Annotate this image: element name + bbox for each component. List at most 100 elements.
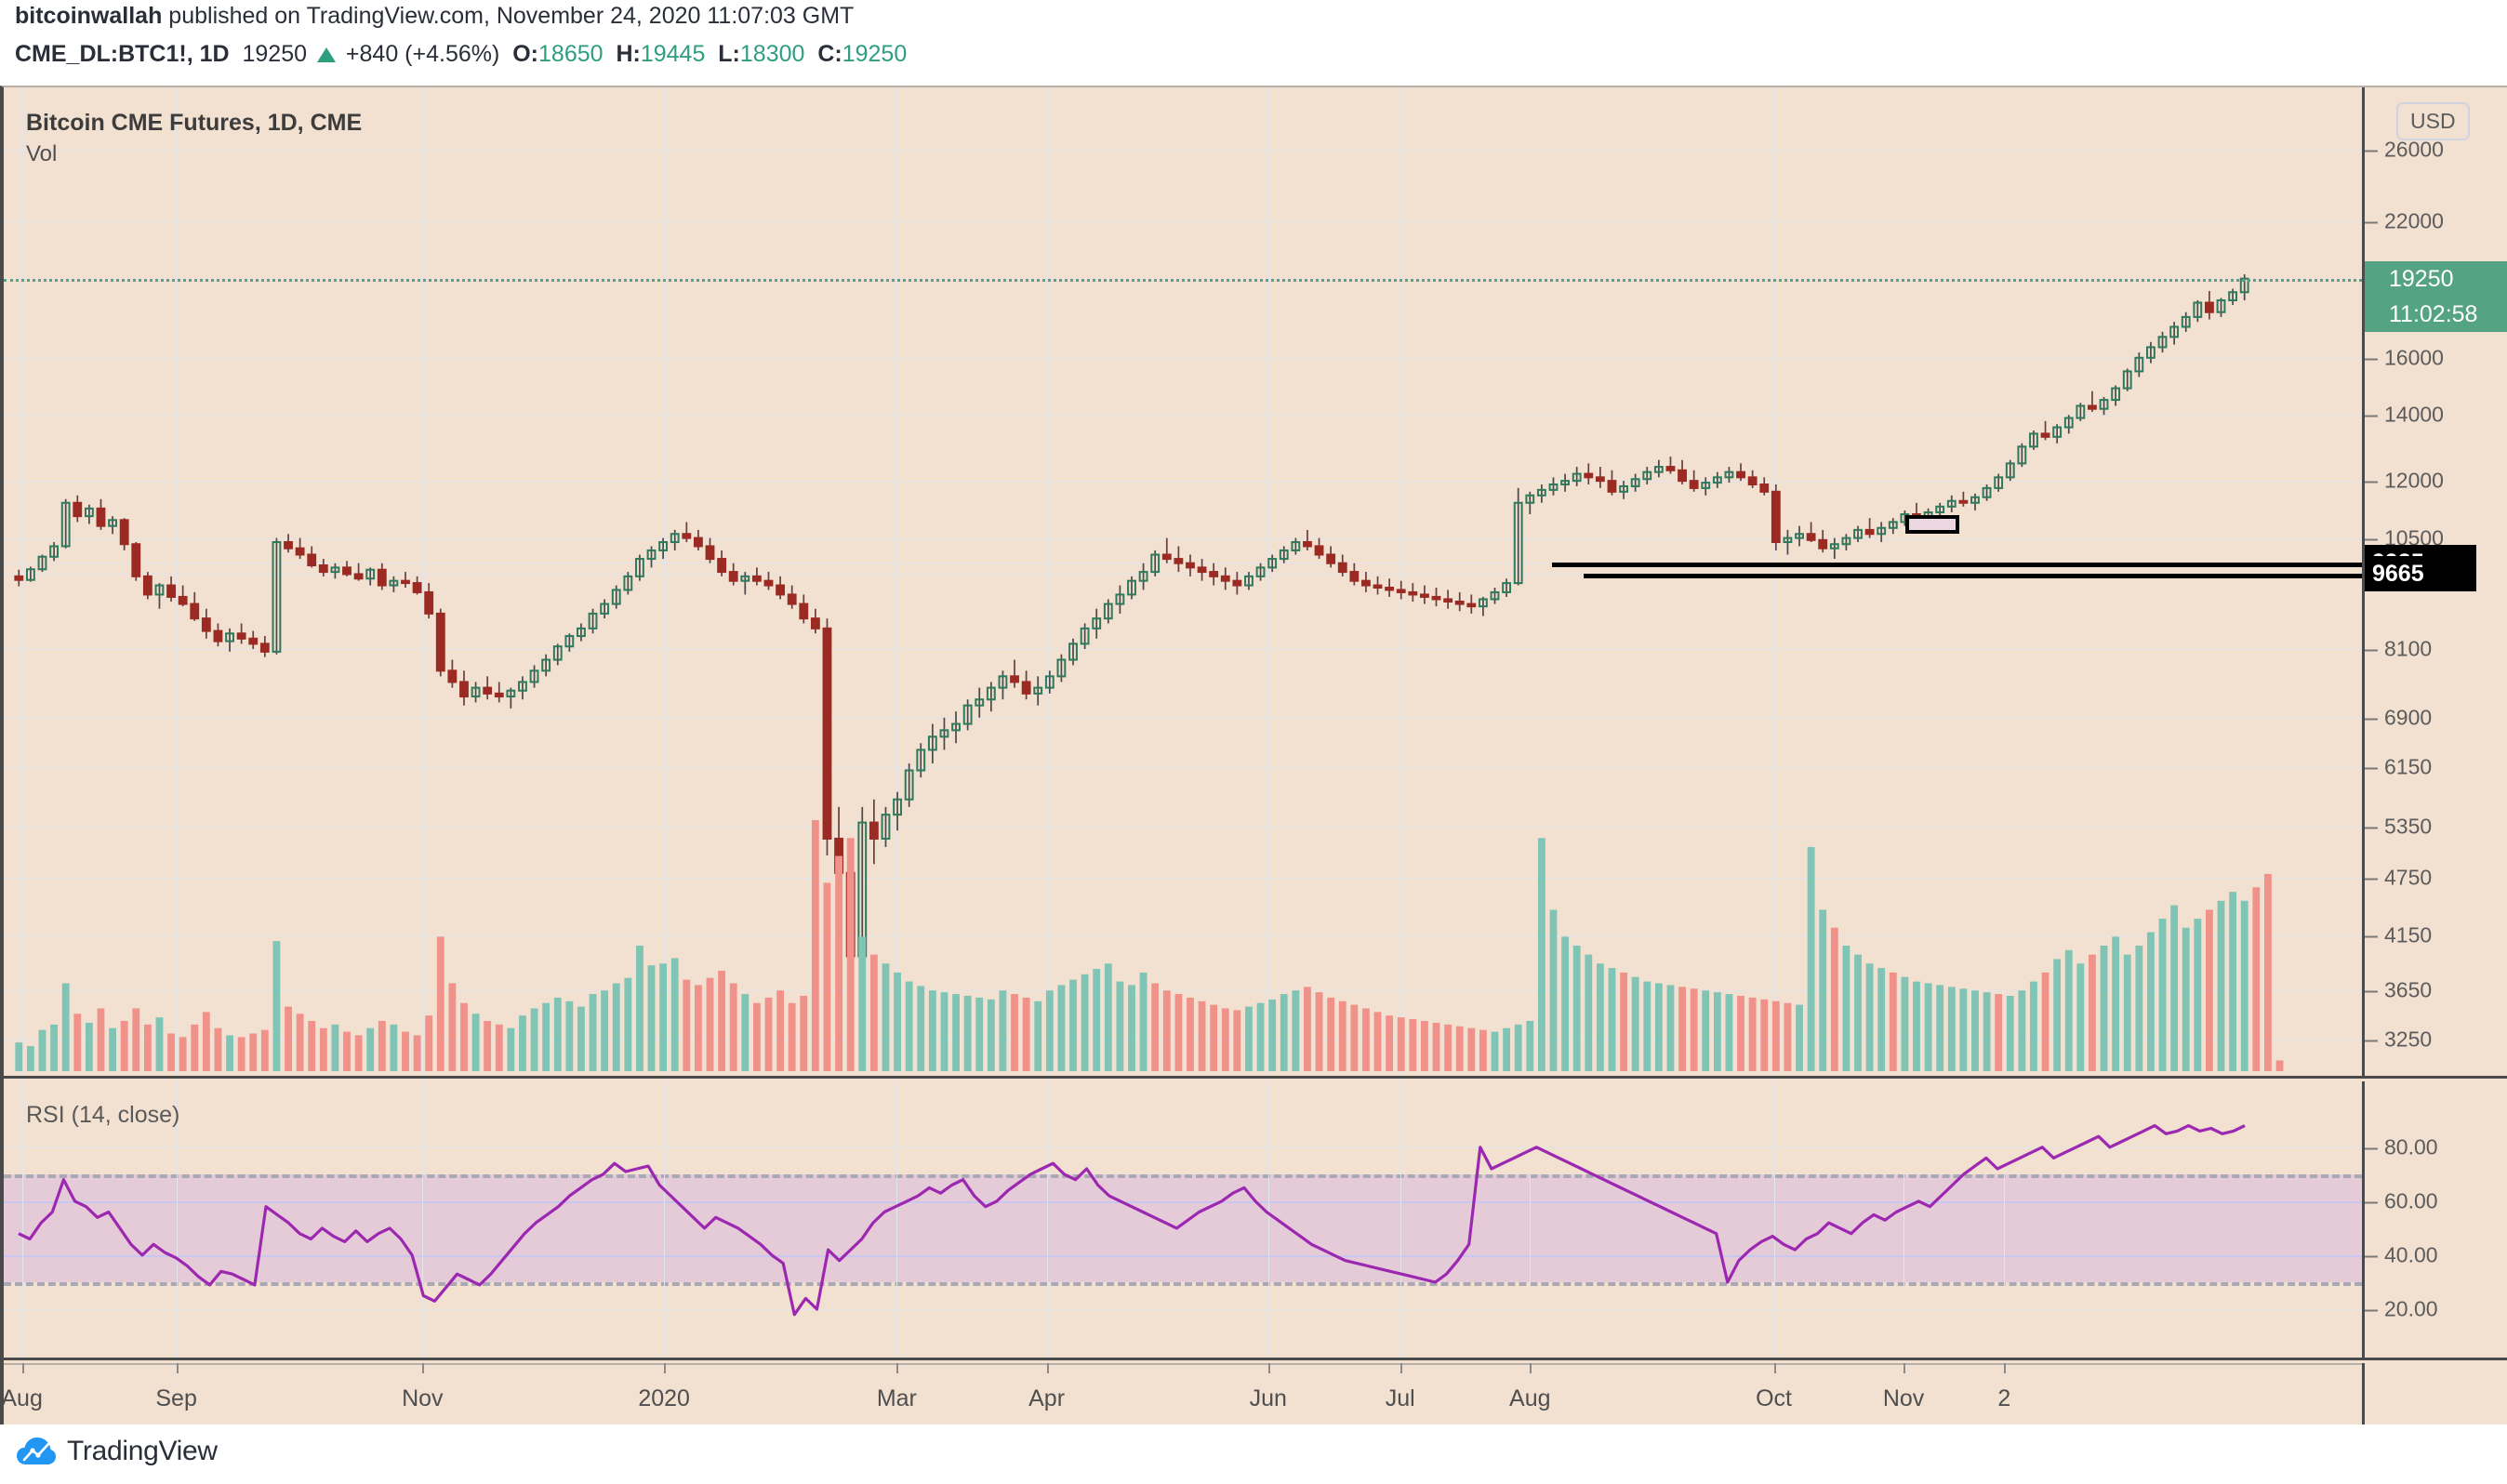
gridline-vertical [422,1081,424,1358]
rsi-tick-label: 40.00 [2384,1242,2438,1267]
rsi-line-series [18,1123,2246,1317]
price-tick-label: 16000 [2384,345,2444,370]
time-tick [896,1363,899,1373]
gridline-vertical [1046,87,1048,1076]
price-tick: 22000 [2365,209,2444,234]
gridline-vertical [1773,1081,1775,1358]
gridline [4,826,2362,828]
rsi-tick-label: 80.00 [2384,1134,2438,1159]
gridline [4,415,2362,417]
gridline-vertical [2004,87,2006,1076]
price-tick-label: 22000 [2384,208,2444,233]
price-change: +840 (+4.56%) [345,41,500,67]
rsi-tick-label: 60.00 [2384,1188,2438,1213]
time-tick-label: Aug [1509,1385,1551,1411]
time-tick-label: Sep [155,1385,197,1411]
gridline-vertical [21,1081,23,1358]
time-tick-label: Aug [1,1385,43,1411]
current-price-line [4,278,2362,282]
time-tick [1267,1363,1270,1373]
gridline-vertical [1903,87,1905,1076]
high-value: 19445 [640,41,706,67]
time-tick-label: Mar [876,1385,917,1411]
close-value: 19250 [842,41,908,67]
price-tick: 4150 [2365,922,2432,947]
price-pane[interactable]: Bitcoin CME Futures, 1D, CME Vol USD 260… [4,87,2507,1079]
rsi-tick: 40.00 [2365,1242,2438,1267]
gridline [4,877,2362,879]
time-tick-label: Jul [1385,1385,1415,1411]
horizontal-trendline[interactable] [1552,562,2362,567]
tradingview-logo[interactable]: TradingView [17,1436,218,1467]
rsi-gridline [4,1254,2362,1257]
gridline-vertical [896,1081,898,1358]
gridline-vertical [176,87,178,1076]
high-label: H: [616,41,641,67]
time-tick [1903,1363,1906,1373]
price-tick: 26000 [2365,138,2444,163]
gridline [4,481,2362,483]
chart-legend-title: Bitcoin CME Futures, 1D, CME [26,110,363,136]
price-tick-label: 12000 [2384,468,2444,493]
close-label: C: [817,41,842,67]
tradingview-brand-name: TradingView [67,1436,218,1466]
gridline [4,221,2362,223]
time-tick [1399,1363,1402,1373]
price-tick-label: 4150 [2384,922,2433,947]
gridline-vertical [1773,87,1775,1076]
rsi-plot-area[interactable]: RSI (14, close) [4,1081,2362,1358]
chart-container[interactable]: Bitcoin CME Futures, 1D, CME Vol USD 260… [0,86,2507,1424]
gridline-vertical [422,87,424,1076]
low-label: L: [718,41,740,67]
gridline-vertical [176,1081,178,1358]
gridline-vertical [1267,1081,1269,1358]
volume-series [15,820,2284,1071]
symbol-quote-line: CME_DL:BTC1!, 1D 19250 +840 (+4.56%) O:1… [15,41,907,68]
price-tick-label: 8100 [2384,636,2433,661]
rsi-band [4,1173,2362,1282]
horizontal-trendline[interactable] [1584,573,2362,578]
tradingview-cloud-icon [17,1438,56,1464]
open-value: 18650 [538,41,604,67]
gridline [4,573,2362,575]
rsi-scale[interactable]: 80.00 60.00 40.00 20.00 [2362,1081,2507,1358]
rsi-pane[interactable]: RSI (14, close) 80.00 60.00 40.00 20.00 [4,1081,2507,1360]
countdown-badge: 11:02:58 [2365,296,2507,332]
author-name: bitcoinwallah [15,3,163,29]
price-tick-label: 3250 [2384,1027,2433,1052]
gridline [4,537,2362,539]
price-tick: 14000 [2365,403,2444,428]
time-tick [1046,1363,1049,1373]
price-scale[interactable]: USD 26000 22000 16000 14000 12000 10500 8100 69… [2362,87,2507,1076]
price-plot-area[interactable]: Bitcoin CME Futures, 1D, CME Vol [4,87,2362,1076]
currency-chip[interactable]: USD [2396,102,2470,140]
price-tick: 16000 [2365,345,2444,370]
gridline-vertical [1530,1081,1532,1358]
time-tick-label: Apr [1028,1385,1066,1411]
rectangle-annotation[interactable] [1905,514,1960,534]
rsi-gridline [4,1200,2362,1203]
triangle-up-icon [316,47,336,62]
gridline-vertical [664,87,666,1076]
price-tick-label: 4750 [2384,865,2433,890]
time-tick-label: 2020 [638,1385,690,1411]
gridline [4,150,2362,152]
gridline-vertical [1530,87,1532,1076]
rsi-legend: RSI (14, close) [26,1102,180,1128]
time-axis[interactable]: Aug Sep Nov 2020 Mar Apr Jun Jul Aug Oct Nov 2 [1,1363,2507,1424]
footer: TradingView [0,1424,2507,1484]
time-tick-label: Nov [402,1385,444,1411]
publication-header: bitcoinwallah published on TradingView.c… [0,0,2507,86]
publication-byline: bitcoinwallah published on TradingView.c… [15,3,854,30]
rsi-threshold-line [4,1173,2362,1178]
time-axis-divider [2362,1363,2365,1424]
gridline-vertical [664,1081,666,1358]
gridline [4,989,2362,991]
time-tick [422,1363,425,1373]
time-tick [1530,1363,1532,1373]
rsi-gridline [4,1146,2362,1148]
time-tick-label: Jun [1249,1385,1287,1411]
rsi-tick: 20.00 [2365,1296,2438,1321]
volume-legend: Vol [26,141,58,166]
gridline [4,357,2362,359]
